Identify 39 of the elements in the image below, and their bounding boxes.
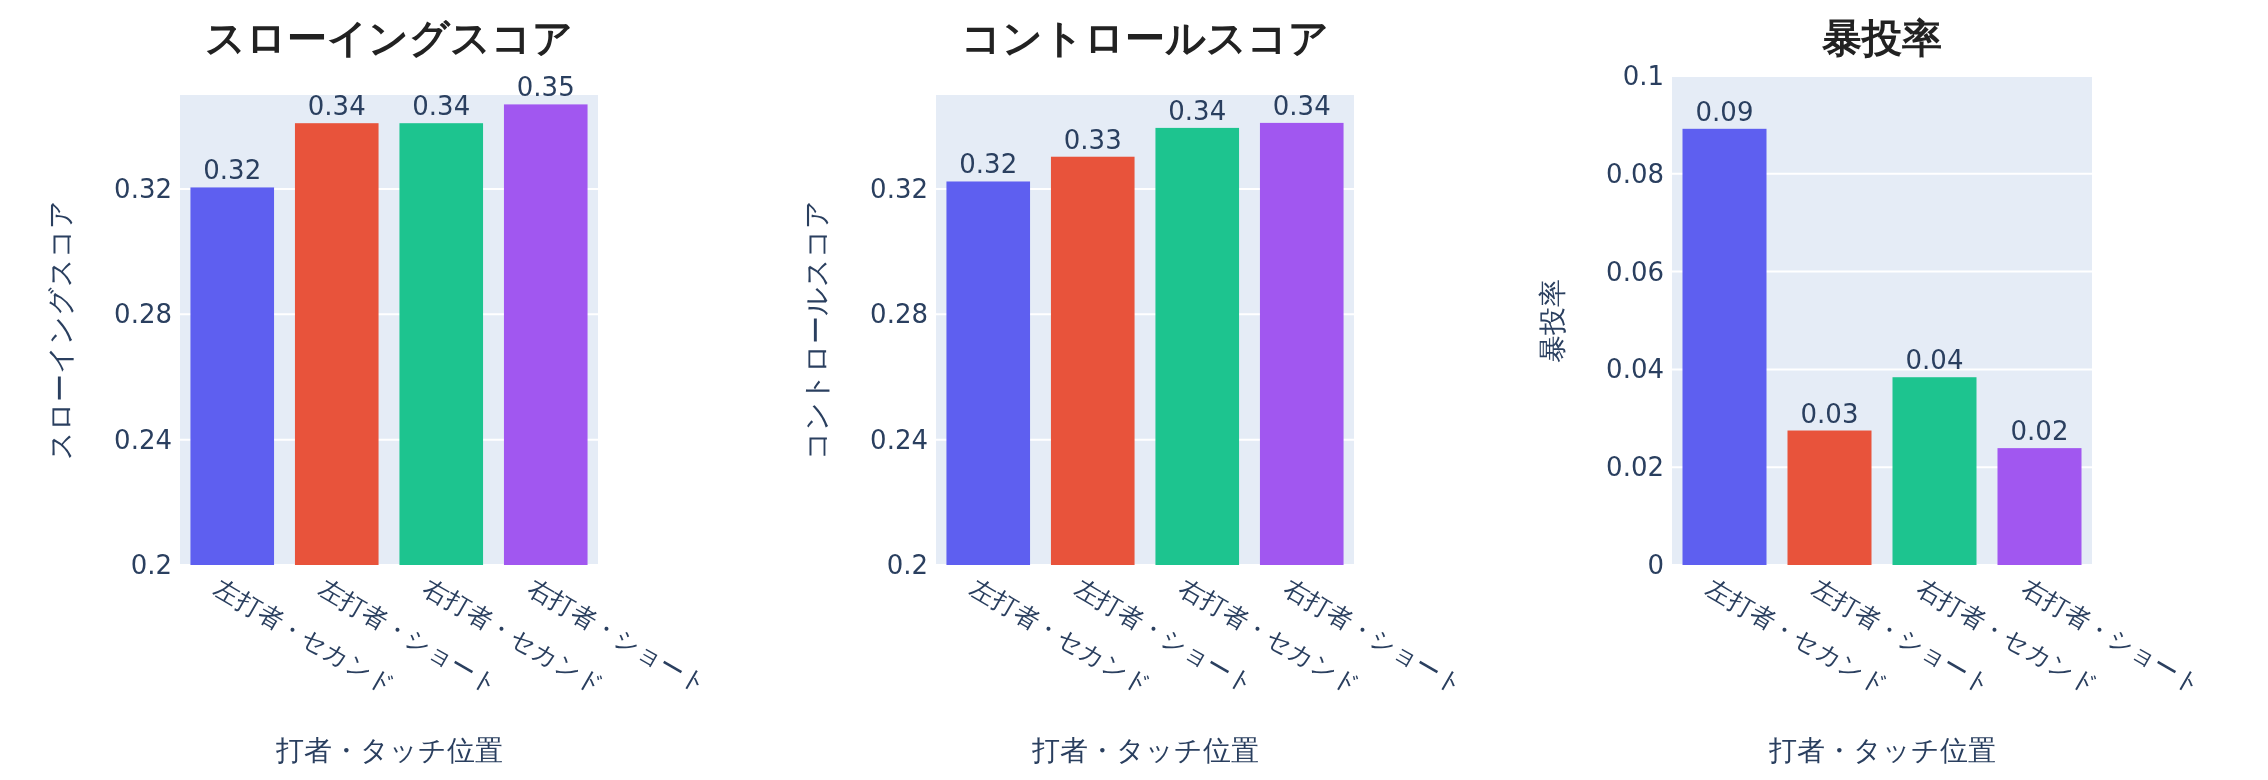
y-tick-label: 0.24 bbox=[870, 424, 928, 455]
bar bbox=[1787, 430, 1872, 565]
y-tick-label: 0.28 bbox=[870, 299, 928, 330]
bar bbox=[1682, 128, 1767, 565]
chart-title: コントロールスコア bbox=[961, 15, 1329, 61]
y-tick-label: 0.1 bbox=[1622, 61, 1664, 91]
data-label: 0.09 bbox=[1695, 96, 1754, 127]
data-label: 0.32 bbox=[959, 149, 1018, 180]
y-tick-label: 0.06 bbox=[1606, 256, 1664, 287]
y-axis-title: 暴投率 bbox=[1536, 278, 1569, 363]
data-label: 0.04 bbox=[1905, 345, 1964, 376]
y-tick-label: 0.08 bbox=[1606, 158, 1664, 189]
data-label: 0.34 bbox=[1168, 95, 1227, 126]
chart-title: スローイングスコア bbox=[205, 15, 573, 61]
y-tick-label: 0.02 bbox=[1606, 452, 1664, 483]
bar bbox=[1892, 377, 1977, 565]
y-tick-label: 0.28 bbox=[114, 299, 172, 330]
data-label: 0.35 bbox=[516, 72, 575, 103]
y-tick-label: 0.04 bbox=[1606, 354, 1664, 385]
x-axis-title: 打者・タッチ位置 bbox=[274, 734, 503, 767]
y-axis-title: スローイングスコア bbox=[44, 200, 77, 460]
data-label: 0.02 bbox=[2010, 416, 2069, 447]
y-tick-label: 0.32 bbox=[870, 174, 928, 204]
y-tick-label: 0.24 bbox=[114, 424, 172, 455]
y-axis-title: コントロールスコア bbox=[800, 200, 833, 460]
y-tick-label: 0 bbox=[1647, 550, 1664, 580]
bar bbox=[1997, 448, 2082, 565]
data-label: 0.32 bbox=[203, 155, 262, 186]
data-label: 0.03 bbox=[1800, 398, 1859, 429]
x-axis-title: 打者・タッチ位置 bbox=[1767, 734, 1996, 767]
y-tick-label: 0.32 bbox=[114, 174, 172, 204]
data-label: 0.34 bbox=[1272, 90, 1331, 121]
data-label: 0.34 bbox=[412, 91, 471, 122]
x-axis-title: 打者・タッチ位置 bbox=[1030, 734, 1259, 767]
y-tick-label: 0.2 bbox=[130, 550, 172, 580]
chart-title: 暴投率 bbox=[1821, 15, 1942, 61]
data-label: 0.33 bbox=[1063, 124, 1122, 155]
data-label: 0.34 bbox=[307, 91, 366, 122]
y-tick-label: 0.2 bbox=[886, 550, 928, 580]
